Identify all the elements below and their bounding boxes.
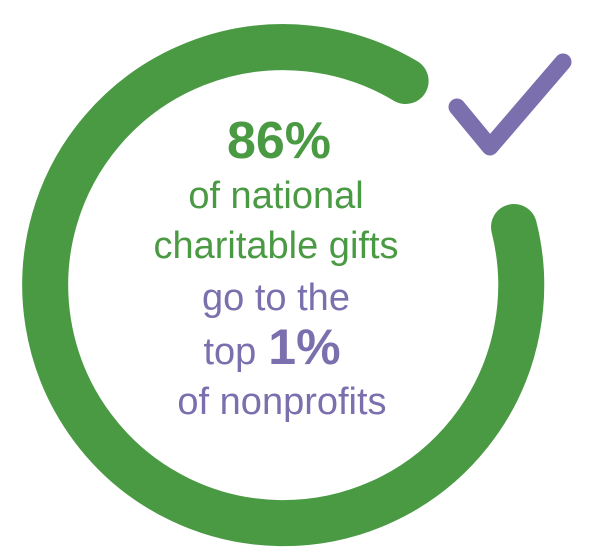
tail-line: top 1%: [203, 319, 340, 375]
headline-stat: 86%: [227, 112, 331, 170]
tail-line: go to the: [202, 277, 350, 319]
headline-line: of national: [188, 175, 363, 217]
progress-ring: [22, 24, 545, 547]
tail-lead: top: [203, 331, 256, 373]
tail-stat: 1%: [268, 319, 340, 375]
check-mark: [448, 53, 572, 156]
tail-line: of nonprofits: [177, 381, 386, 423]
headline-line: charitable gifts: [153, 225, 398, 267]
